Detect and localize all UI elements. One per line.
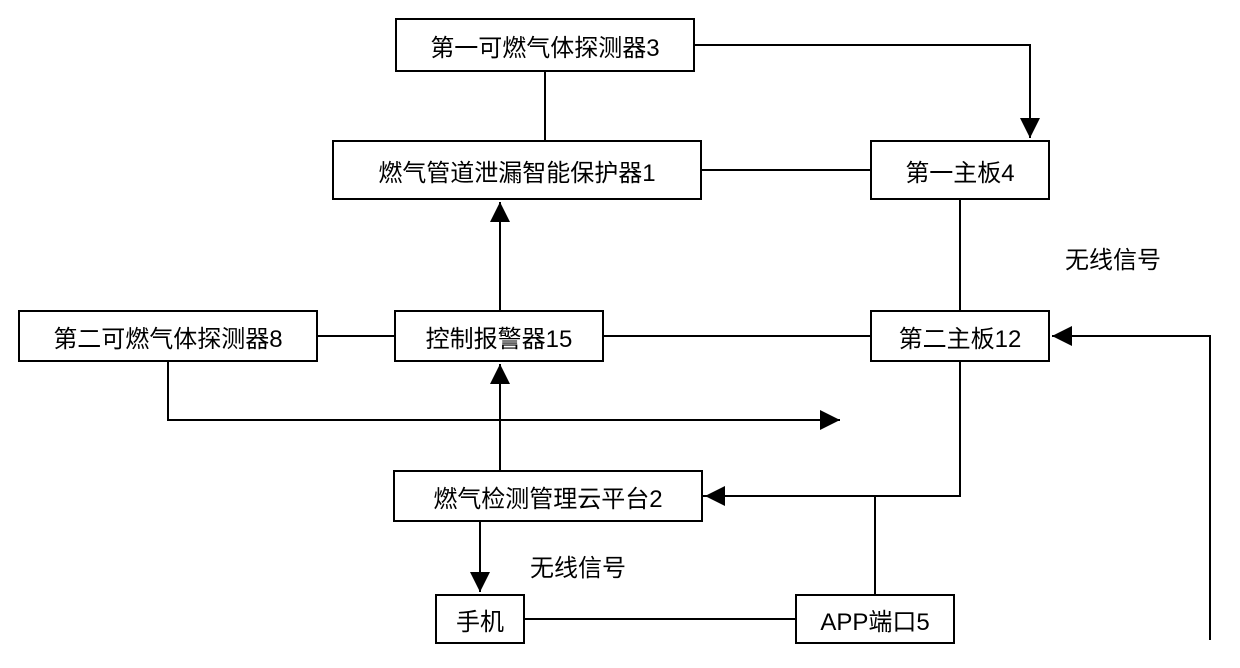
edge-app-cloud (705, 496, 875, 594)
node-cloud: 燃气检测管理云平台2 (393, 470, 703, 522)
node-phone: 手机 (435, 594, 525, 644)
node-alarm: 控制报警器15 (394, 310, 604, 362)
node-detector1: 第一可燃气体探测器3 (395, 18, 695, 72)
node-board1: 第一主板4 (870, 140, 1050, 200)
edge-detector1-board1 (695, 45, 1030, 138)
label-wireless1: 无线信号 (1065, 240, 1161, 275)
label-wireless2: 无线信号 (530, 548, 626, 583)
edge-board2-cloud (703, 362, 960, 496)
node-detector2: 第二可燃气体探测器8 (18, 310, 318, 362)
node-protector: 燃气管道泄漏智能保护器1 (332, 140, 702, 200)
node-app: APP端口5 (795, 594, 955, 644)
edge-feedback-board2 (1052, 336, 1210, 640)
node-board2: 第二主板12 (870, 310, 1050, 362)
edge-detector2-cloud (168, 362, 840, 420)
